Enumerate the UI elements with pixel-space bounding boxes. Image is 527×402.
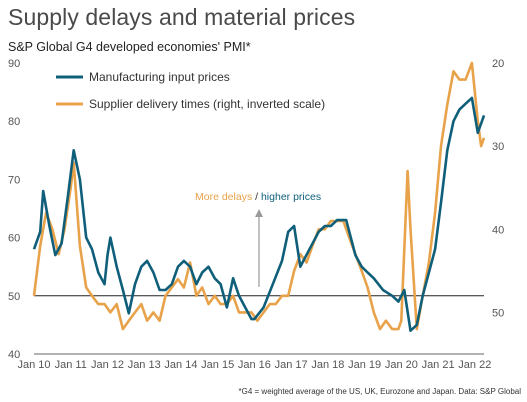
- x-tick-label: Jan 15: [201, 359, 234, 371]
- annotation-more-delays: More delays: [195, 191, 252, 203]
- right-tick-label: 50: [492, 307, 504, 319]
- chart-title: Supply delays and material prices: [8, 4, 356, 30]
- x-tick-label: Jan 19: [348, 359, 381, 371]
- annotation-higher-prices: higher prices: [261, 191, 321, 203]
- left-tick-label: 40: [8, 349, 20, 361]
- annotation-separator: /: [252, 191, 261, 203]
- left-tick-label: 60: [8, 233, 20, 245]
- x-tick-label: Jan 11: [55, 359, 87, 371]
- right-axis-ticks: 20 30 40 50: [492, 58, 504, 319]
- x-tick-label: Jan 14: [164, 359, 197, 371]
- legend: Manufacturing input prices Supplier deli…: [56, 70, 325, 111]
- left-axis-ticks: 40 50 60 70 80 90: [8, 58, 20, 361]
- x-tick-label: Jan 12: [91, 359, 124, 371]
- x-axis-ticks: Jan 10 Jan 11 Jan 12 Jan 13 Jan 14 Jan 15 Jan …: [17, 359, 491, 371]
- x-tick-label: Jan 16: [238, 359, 271, 371]
- footnote: *G4 = weighted average of the US, UK, Eu…: [238, 387, 521, 396]
- right-tick-label: 30: [492, 141, 504, 153]
- annotation: More delays / higher prices: [195, 191, 321, 287]
- x-tick-label: Jan 10: [17, 359, 50, 371]
- left-tick-label: 90: [8, 58, 20, 70]
- series-line-supplier-delivery-times: [32, 61, 486, 331]
- right-tick-label: 20: [492, 58, 504, 70]
- x-tick-label: Jan 21: [422, 359, 455, 371]
- left-tick-label: 80: [8, 116, 20, 128]
- x-tick-label: Jan 13: [128, 359, 161, 371]
- x-tick-label: Jan 22: [458, 359, 491, 371]
- annotation-text: More delays / higher prices: [195, 191, 321, 203]
- legend-label-input-prices: Manufacturing input prices: [89, 70, 230, 84]
- annotation-arrow-head: [255, 209, 263, 217]
- chart-subtitle: S&P Global G4 developed economies' PMI*: [8, 40, 251, 54]
- left-tick-label: 50: [8, 291, 20, 303]
- left-tick-label: 70: [8, 174, 20, 186]
- x-tick-label: Jan 20: [385, 359, 418, 371]
- series-line-manufacturing-input-prices: [32, 96, 486, 332]
- x-tick-label: Jan 17: [275, 359, 308, 371]
- right-tick-label: 40: [492, 224, 504, 236]
- legend-label-delivery-times: Supplier delivery times (right, inverted…: [89, 97, 325, 111]
- x-tick-label: Jan 18: [311, 359, 344, 371]
